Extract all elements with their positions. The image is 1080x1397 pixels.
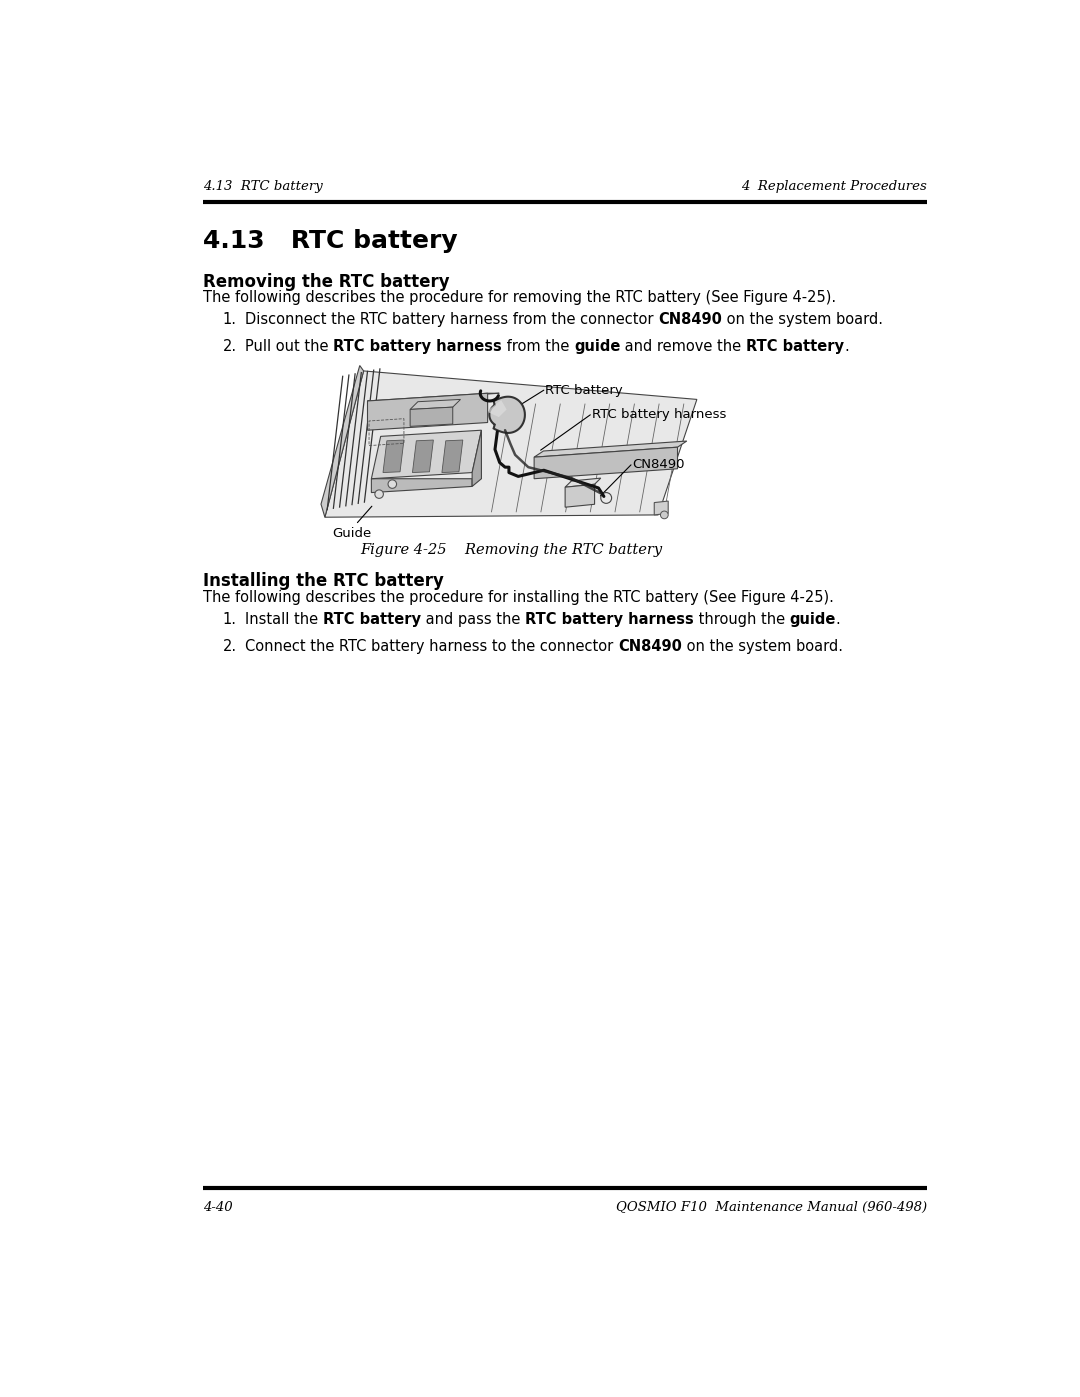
Text: Figure 4-25    Removing the RTC battery: Figure 4-25 Removing the RTC battery bbox=[360, 542, 662, 556]
Text: CN8490: CN8490 bbox=[618, 638, 681, 654]
Text: guide: guide bbox=[789, 612, 836, 627]
Polygon shape bbox=[565, 485, 595, 507]
Text: CN8490: CN8490 bbox=[658, 312, 723, 327]
Text: Removing the RTC battery: Removing the RTC battery bbox=[203, 274, 450, 291]
Text: on the system board.: on the system board. bbox=[723, 312, 883, 327]
Polygon shape bbox=[442, 440, 463, 472]
Circle shape bbox=[388, 481, 396, 489]
Circle shape bbox=[600, 493, 611, 503]
Text: RTC battery harness: RTC battery harness bbox=[333, 338, 502, 353]
Text: QOSMIO F10  Maintenance Manual (960-498): QOSMIO F10 Maintenance Manual (960-498) bbox=[616, 1201, 927, 1214]
Text: 1.: 1. bbox=[222, 612, 237, 627]
Text: Install the: Install the bbox=[245, 612, 323, 627]
Polygon shape bbox=[413, 440, 433, 472]
Text: guide: guide bbox=[573, 338, 620, 353]
Polygon shape bbox=[367, 393, 499, 401]
Text: RTC battery harness: RTC battery harness bbox=[525, 612, 693, 627]
Text: Connect the RTC battery harness to the connector: Connect the RTC battery harness to the c… bbox=[245, 638, 618, 654]
Polygon shape bbox=[410, 407, 453, 426]
Circle shape bbox=[375, 490, 383, 499]
Polygon shape bbox=[565, 478, 600, 488]
Polygon shape bbox=[489, 397, 525, 433]
Text: Installing the RTC battery: Installing the RTC battery bbox=[203, 571, 444, 590]
Text: Pull out the: Pull out the bbox=[245, 338, 333, 353]
Text: from the: from the bbox=[502, 338, 573, 353]
Text: 4  Replacement Procedures: 4 Replacement Procedures bbox=[741, 180, 927, 193]
Text: RTC battery: RTC battery bbox=[746, 338, 845, 353]
Polygon shape bbox=[654, 502, 669, 515]
Text: Disconnect the RTC battery harness from the connector: Disconnect the RTC battery harness from … bbox=[245, 312, 658, 327]
Text: 4.13  RTC battery: 4.13 RTC battery bbox=[203, 180, 323, 193]
Text: through the: through the bbox=[693, 612, 789, 627]
Polygon shape bbox=[472, 430, 482, 486]
Text: and pass the: and pass the bbox=[421, 612, 525, 627]
Text: The following describes the procedure for removing the RTC battery (See Figure 4: The following describes the procedure fo… bbox=[203, 291, 836, 305]
Text: and remove the: and remove the bbox=[620, 338, 746, 353]
Text: 1.: 1. bbox=[222, 312, 237, 327]
Polygon shape bbox=[535, 447, 677, 479]
Text: 4-40: 4-40 bbox=[203, 1201, 233, 1214]
Polygon shape bbox=[410, 400, 460, 409]
Text: The following describes the procedure for installing the RTC battery (See Figure: The following describes the procedure fo… bbox=[203, 591, 834, 605]
Polygon shape bbox=[367, 393, 488, 430]
Text: RTC battery: RTC battery bbox=[545, 384, 623, 397]
Text: Guide: Guide bbox=[333, 527, 372, 541]
Circle shape bbox=[661, 511, 669, 518]
Text: 4.13   RTC battery: 4.13 RTC battery bbox=[203, 229, 458, 253]
Text: CN8490: CN8490 bbox=[633, 458, 685, 471]
Polygon shape bbox=[321, 366, 364, 517]
Polygon shape bbox=[372, 479, 472, 493]
Text: RTC battery harness: RTC battery harness bbox=[592, 408, 726, 422]
Polygon shape bbox=[325, 372, 697, 517]
Text: 2.: 2. bbox=[222, 338, 237, 353]
Text: on the system board.: on the system board. bbox=[681, 638, 842, 654]
Text: 2.: 2. bbox=[222, 638, 237, 654]
Text: RTC battery: RTC battery bbox=[323, 612, 421, 627]
Polygon shape bbox=[383, 440, 404, 472]
Polygon shape bbox=[535, 441, 687, 457]
Text: .: . bbox=[836, 612, 840, 627]
Text: .: . bbox=[845, 338, 849, 353]
Polygon shape bbox=[489, 400, 507, 418]
Polygon shape bbox=[372, 430, 482, 479]
